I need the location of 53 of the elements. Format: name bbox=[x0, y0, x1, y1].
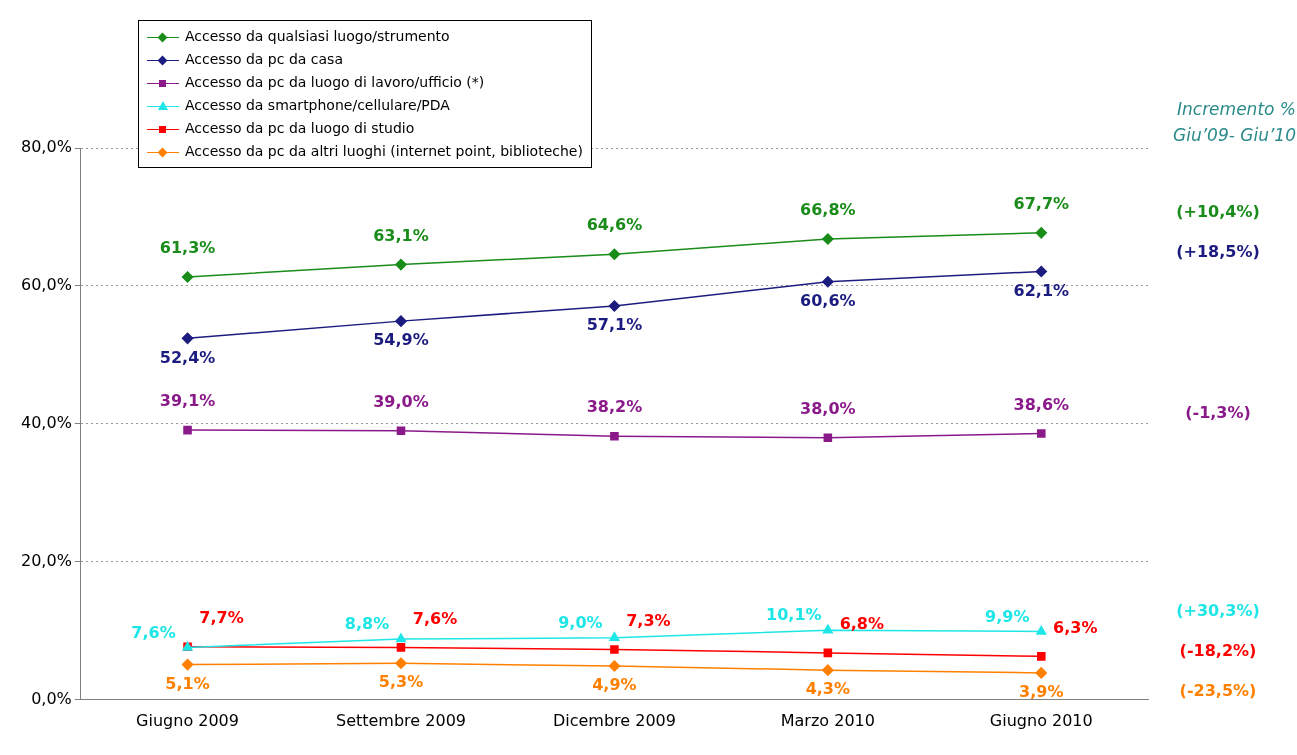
legend-label: Accesso da qualsiasi luogo/strumento bbox=[185, 28, 450, 44]
data-label: 61,3% bbox=[159, 238, 216, 258]
legend-label: Accesso da pc da luogo di studio bbox=[185, 120, 415, 136]
x-tick-label: Dicembre 2009 bbox=[552, 710, 676, 730]
text: (-1,3%) bbox=[1185, 402, 1251, 422]
data-label: 64,6% bbox=[586, 215, 643, 235]
data-label: 6,3% bbox=[1053, 617, 1098, 637]
data-label: 39,1% bbox=[159, 391, 216, 411]
data-label: 7,6% bbox=[131, 622, 176, 642]
legend-label: Accesso da pc da luogo di lavoro/ufficio (*) bbox=[185, 74, 485, 90]
y-tick-label: 0,0% bbox=[31, 688, 72, 708]
data-label: 57,1% bbox=[586, 315, 643, 335]
data-label: 62,1% bbox=[1013, 280, 1070, 300]
data-label: 38,2% bbox=[586, 397, 643, 417]
data-label: 5,3% bbox=[378, 672, 424, 692]
y-tick-label: 60,0% bbox=[21, 275, 72, 295]
data-label: 38,6% bbox=[1013, 394, 1070, 414]
text: (+30,3%) bbox=[1176, 600, 1260, 620]
data-label: 38,0% bbox=[800, 398, 856, 418]
data-label: 8,8% bbox=[344, 614, 390, 634]
data-label: 63,1% bbox=[373, 225, 429, 245]
x-tick-label: Marzo 2010 bbox=[780, 710, 875, 730]
data-label: 10,1% bbox=[766, 605, 822, 625]
legend-label: Accesso da smartphone/cellulare/PDA bbox=[185, 97, 450, 113]
data-label: 7,3% bbox=[626, 610, 671, 630]
data-label: 52,4% bbox=[159, 347, 216, 367]
data-label: 5,1% bbox=[165, 673, 210, 693]
data-label: 66,8% bbox=[800, 200, 856, 220]
x-tick-label: Settembre 2009 bbox=[335, 710, 466, 730]
data-label: 67,7% bbox=[1013, 194, 1070, 213]
data-label: 54,9% bbox=[373, 330, 429, 350]
legend-label: Accesso da pc da casa bbox=[185, 51, 343, 67]
text: (-23,5%) bbox=[1179, 680, 1257, 700]
y-tick-label: 20,0% bbox=[21, 551, 72, 571]
text: (-18,2%) bbox=[1179, 640, 1257, 660]
data-label: 7,7% bbox=[199, 607, 244, 627]
legend-label: Accesso da pc da altri luoghi (internet point, biblioteche) bbox=[185, 143, 583, 159]
x-tick-label: Giugno 2010 bbox=[989, 710, 1093, 730]
y-tick-label: 40,0% bbox=[21, 413, 72, 433]
text: (+18,5%) bbox=[1176, 242, 1260, 261]
data-label: 60,6% bbox=[800, 290, 856, 310]
y-tick-label: 80,0% bbox=[21, 137, 72, 157]
x-tick-label: Giugno 2009 bbox=[136, 710, 239, 730]
data-label: 9,0% bbox=[558, 612, 603, 632]
data-label: 6,8% bbox=[839, 614, 885, 634]
data-label: 4,9% bbox=[592, 675, 637, 695]
data-label: 39,0% bbox=[373, 391, 429, 411]
data-label: 9,9% bbox=[985, 606, 1030, 626]
text: Incremento % Giu’09- Giu’10 bbox=[1172, 98, 1296, 147]
data-label: 7,6% bbox=[412, 608, 458, 628]
text: (+10,4%) bbox=[1176, 202, 1260, 221]
data-label: 4,3% bbox=[805, 679, 851, 699]
data-label: 3,9% bbox=[1019, 682, 1064, 702]
